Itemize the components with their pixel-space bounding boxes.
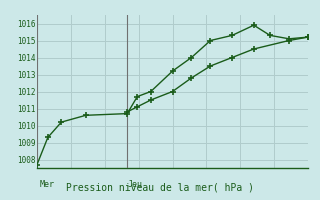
Text: Jeu: Jeu	[128, 180, 143, 189]
Text: Pression niveau de la mer( hPa ): Pression niveau de la mer( hPa )	[66, 182, 254, 192]
Text: Mer: Mer	[40, 180, 55, 189]
